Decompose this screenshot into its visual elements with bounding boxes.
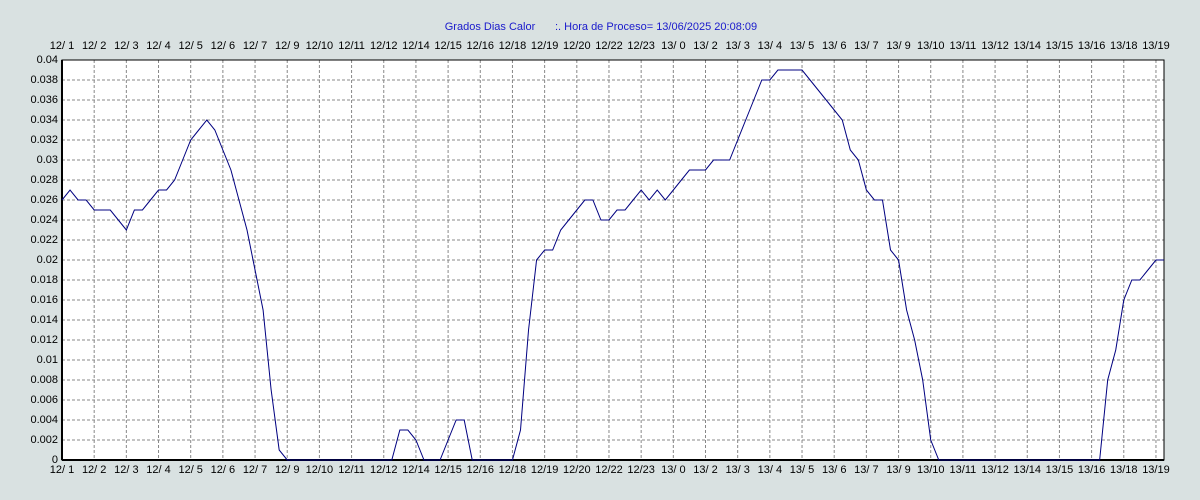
x-tick-label: 12/ 6 <box>211 464 235 476</box>
y-tick-label: 0.034 <box>30 114 58 126</box>
y-tick-label: 0.01 <box>37 354 58 366</box>
x-tick-label: 12/12 <box>370 464 398 476</box>
x-tick-label: 13/15 <box>1046 464 1074 476</box>
x-tick-label: 12/15 <box>434 464 462 476</box>
x-tick-label-top: 12/10 <box>306 40 334 52</box>
y-tick-label: 0.018 <box>30 274 58 286</box>
x-tick-label-top: 12/16 <box>467 40 495 52</box>
x-tick-label: 12/14 <box>402 464 430 476</box>
x-tick-label: 13/12 <box>981 464 1009 476</box>
x-tick-label-top: 13/15 <box>1046 40 1074 52</box>
x-tick-label: 13/11 <box>950 464 977 476</box>
x-tick-label: 13/18 <box>1110 464 1138 476</box>
x-tick-label-top: 13/ 4 <box>758 40 782 52</box>
y-tick-label: 0.012 <box>30 334 58 346</box>
x-tick-label-top: 13/11 <box>950 40 977 52</box>
y-tick-label: 0 <box>52 454 58 466</box>
x-tick-label: 12/22 <box>595 464 623 476</box>
y-tick-label: 0.03 <box>37 154 58 166</box>
x-tick-label-top: 12/20 <box>563 40 591 52</box>
x-tick-label-top: 12/ 6 <box>211 40 235 52</box>
x-tick-label: 12/ 2 <box>82 464 106 476</box>
y-tick-label: 0.002 <box>30 434 58 446</box>
x-tick-label-top: 12/ 4 <box>146 40 170 52</box>
x-tick-label: 12/18 <box>499 464 527 476</box>
y-tick-label: 0.038 <box>30 74 58 86</box>
x-tick-label-top: 13/14 <box>1013 40 1041 52</box>
x-tick-label: 13/14 <box>1013 464 1041 476</box>
y-tick-label: 0.026 <box>30 194 58 206</box>
x-tick-label: 12/ 5 <box>178 464 202 476</box>
x-tick-label: 13/16 <box>1078 464 1106 476</box>
x-tick-label: 13/ 2 <box>693 464 717 476</box>
x-tick-label: 12/ 4 <box>146 464 170 476</box>
x-tick-label: 12/ 3 <box>114 464 138 476</box>
x-tick-label: 12/11 <box>338 464 365 476</box>
y-tick-label: 0.022 <box>30 234 58 246</box>
x-tick-label-top: 12/18 <box>499 40 527 52</box>
x-tick-label-top: 13/ 3 <box>725 40 749 52</box>
x-tick-label-top: 13/ 5 <box>790 40 814 52</box>
x-tick-label-top: 12/14 <box>402 40 430 52</box>
y-tick-label: 0.024 <box>30 214 58 226</box>
x-tick-label-top: 12/12 <box>370 40 398 52</box>
y-tick-label: 0.032 <box>30 134 58 146</box>
x-tick-label: 12/10 <box>306 464 334 476</box>
x-tick-label-top: 12/ 3 <box>114 40 138 52</box>
x-tick-label-top: 12/15 <box>434 40 462 52</box>
x-tick-label-top: 12/23 <box>627 40 655 52</box>
y-tick-label: 0.004 <box>30 414 58 426</box>
x-tick-label: 12/20 <box>563 464 591 476</box>
x-tick-label: 13/10 <box>917 464 945 476</box>
x-tick-label-top: 13/12 <box>981 40 1009 52</box>
x-tick-label: 13/ 6 <box>822 464 846 476</box>
x-tick-label: 12/23 <box>627 464 655 476</box>
x-tick-label-top: 13/19 <box>1142 40 1170 52</box>
x-tick-label: 13/ 9 <box>886 464 910 476</box>
chart-title: Grados Dias Calor <box>445 21 536 33</box>
chart-subtitle: :. Hora de Proceso= 13/06/2025 20:08:09 <box>555 21 757 33</box>
y-tick-label: 0.036 <box>30 94 58 106</box>
x-tick-label: 13/ 4 <box>758 464 782 476</box>
y-tick-label: 0.028 <box>30 174 58 186</box>
y-tick-label: 0.008 <box>30 374 58 386</box>
x-tick-label: 13/ 3 <box>725 464 749 476</box>
x-tick-label-top: 12/ 5 <box>178 40 202 52</box>
x-tick-label-top: 13/ 0 <box>661 40 685 52</box>
x-tick-label: 12/ 1 <box>50 464 74 476</box>
x-tick-label-top: 13/ 6 <box>822 40 846 52</box>
y-tick-label: 0.006 <box>30 394 58 406</box>
x-tick-label-top: 13/ 2 <box>693 40 717 52</box>
x-tick-label: 12/19 <box>531 464 559 476</box>
x-tick-label-top: 13/ 7 <box>854 40 878 52</box>
x-tick-label-top: 13/16 <box>1078 40 1106 52</box>
y-tick-label: 0.016 <box>30 294 58 306</box>
y-tick-label: 0.02 <box>37 254 58 266</box>
x-tick-label-top: 12/ 2 <box>82 40 106 52</box>
x-tick-label-top: 12/11 <box>338 40 365 52</box>
x-tick-label-top: 13/18 <box>1110 40 1138 52</box>
x-tick-label-top: 12/ 9 <box>275 40 299 52</box>
x-tick-label: 13/ 0 <box>661 464 685 476</box>
x-tick-label-top: 12/ 7 <box>243 40 267 52</box>
x-tick-label-top: 12/ 1 <box>50 40 74 52</box>
x-tick-label: 13/19 <box>1142 464 1170 476</box>
x-tick-label: 13/ 5 <box>790 464 814 476</box>
x-tick-label-top: 12/22 <box>595 40 623 52</box>
x-tick-label: 12/ 9 <box>275 464 299 476</box>
x-tick-label: 12/16 <box>467 464 495 476</box>
y-tick-label: 0.04 <box>37 54 58 66</box>
x-tick-label-top: 13/ 9 <box>886 40 910 52</box>
data-line <box>61 69 1164 461</box>
x-tick-label: 12/ 7 <box>243 464 267 476</box>
x-tick-label: 13/ 7 <box>854 464 878 476</box>
y-tick-label: 0.014 <box>30 314 58 326</box>
x-tick-label-top: 13/10 <box>917 40 945 52</box>
x-tick-label-top: 12/19 <box>531 40 559 52</box>
